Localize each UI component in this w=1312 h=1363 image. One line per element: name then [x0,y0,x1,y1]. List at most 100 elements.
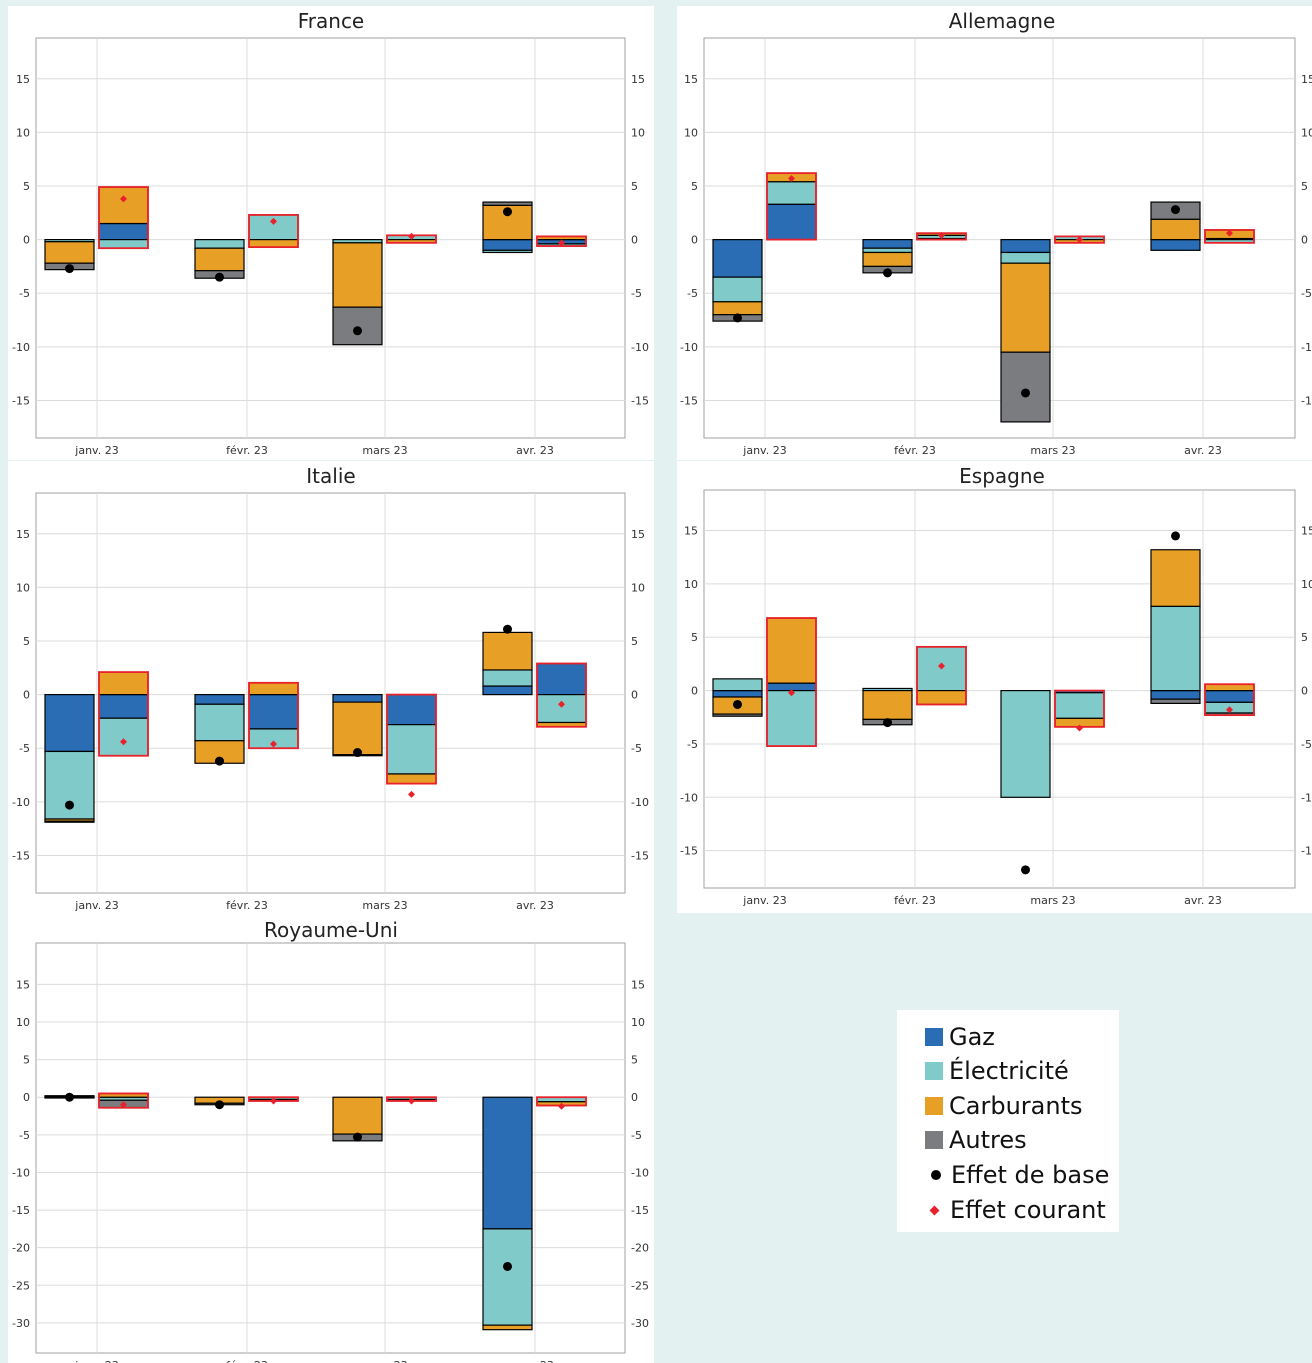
y-tick-label-right: -5 [1301,738,1312,751]
y-tick-label-right: -10 [631,1166,649,1179]
effet-base-point [353,326,362,336]
bar-base-gaz [482,1096,533,1230]
bar-base-carburants [332,1096,383,1135]
effet-base-point [215,756,224,766]
y-tick-label: 10 [684,126,698,139]
bar-courant-carburants [916,690,967,706]
y-tick-label: -15 [680,394,698,407]
chart-svg-royaume-uni: Royaume-Uni -30 -30 -25 -25 -20 -20 -15 -15 -10 -1… [12,918,649,1363]
bar-courant-gaz [386,694,437,726]
legend-item-autres: Autres [925,1125,1027,1155]
legend-swatch-carburants [925,1097,943,1115]
y-tick-label-right: -5 [631,1129,642,1142]
chart-espagne: Espagne -15 -15 -10 -10 -5 -5 0 0 5 5 10 10 15 15 janv.… [677,461,1312,913]
bar-base-carburants [332,242,383,308]
y-tick-label-right: 5 [631,180,638,193]
y-tick-label: 15 [684,525,698,538]
legend-label: Autres [949,1126,1027,1154]
bar-courant-electricite [98,717,149,757]
legend-item-carburants: Carburants [925,1091,1082,1121]
x-tick-label: mars 23 [1030,894,1075,907]
chart-italie: Italie -15 -15 -10 -10 -5 -5 0 0 5 5 10 10 15 15 janv. … [8,461,654,915]
x-tick-label: janv. 23 [74,899,118,912]
bar-outline-courant [386,693,437,785]
y-tick-label: -10 [12,341,30,354]
y-tick-label-right: 10 [631,581,645,594]
x-tick-label: avr. 23 [516,899,554,912]
legend-item-gaz: Gaz [925,1022,995,1052]
y-tick-label-right: 15 [631,978,645,991]
legend-swatch-gaz [925,1028,943,1046]
bar-base-autres [44,820,95,823]
bar-base-carburants [1000,262,1051,353]
bar-base-carburants [332,701,383,756]
y-tick-label: 10 [16,1016,30,1029]
effet-base-point [503,1261,512,1271]
effet-base-point [65,264,74,274]
y-tick-label: 10 [16,126,30,139]
y-tick-label-right: -10 [631,341,649,354]
y-tick-label: -10 [12,796,30,809]
chart-title: Italie [306,464,355,488]
bar-base-electricite [194,703,245,742]
bar-courant-carburants [98,186,149,225]
y-tick-label-right: 10 [1301,126,1312,139]
bar-courant-carburants [248,239,299,248]
y-tick-label-right: 10 [631,126,645,139]
effet-courant-point [270,1097,277,1105]
bar-base-autres [332,306,383,346]
bar-courant-electricite [98,239,149,249]
y-tick-label: -10 [680,341,698,354]
bar-base-gaz [482,685,533,696]
legend: Gaz Électricité Carburants Autres Effet … [897,1010,1119,1232]
legend-swatch-electricite [925,1062,943,1080]
x-tick-label: févr. 23 [226,899,268,912]
y-tick-label-right: 5 [1301,631,1308,644]
x-tick-label: avr. 23 [1184,894,1222,907]
bar-courant-electricite [1054,692,1105,719]
x-tick-label: févr. 23 [894,894,936,907]
y-tick-label-right: -30 [631,1317,649,1330]
y-tick-label-right: -5 [1301,287,1312,300]
bar-base-autres [482,201,533,206]
chart-title: Royaume-Uni [264,918,398,942]
effet-courant-point [120,1101,127,1109]
legend-item-electricite: Électricité [925,1056,1069,1086]
legend-item-effet-courant: Effet courant [925,1195,1106,1225]
x-tick-label: avr. 23 [1184,444,1222,457]
bar-base-electricite [482,669,533,687]
y-tick-label: 5 [23,635,30,648]
bar-base-autres [1000,351,1051,423]
bar-base-electricite [194,239,245,249]
effet-courant-point [1226,706,1233,714]
bar-base-electricite [482,1228,533,1326]
x-tick-label: mars 23 [362,899,407,912]
y-tick-label: -15 [12,849,30,862]
bar-courant-gaz [98,694,149,719]
bar-outline-courant [766,617,817,747]
effet-base-point [215,1100,224,1110]
y-tick-label: -5 [687,287,698,300]
legend-label: Électricité [949,1057,1069,1085]
y-tick-label-right: -5 [631,742,642,755]
y-tick-label: -15 [12,394,30,407]
bar-courant-electricite [386,724,437,775]
legend-label: Effet courant [950,1196,1106,1224]
effet-courant-point [1226,229,1233,237]
effet-base-point [353,748,362,758]
plot-area [35,942,626,1354]
effet-base-point [215,272,224,282]
effet-base-point [1021,865,1030,875]
legend-swatch-autres [925,1131,943,1149]
effet-base-point [1171,205,1180,215]
bar-base-gaz [712,690,763,698]
bar-base-carburants [482,1324,533,1331]
bar-base-electricite [1150,605,1201,692]
bar-base-electricite [1000,251,1051,264]
bar-courant-gaz [248,694,299,730]
bar-courant-gaz [1204,690,1255,703]
effet-courant-point [408,232,415,240]
effet-base-point [503,624,512,634]
y-tick-label: -10 [12,1166,30,1179]
bar-base-gaz [332,694,383,703]
